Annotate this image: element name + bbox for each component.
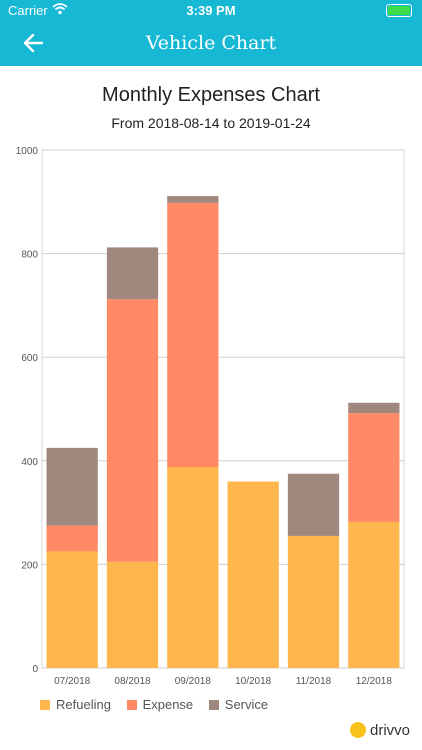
chart-title: Monthly Expenses Chart [102, 84, 320, 106]
clock-time: 3:39 PM [186, 3, 236, 18]
x-tick-label: 10/2018 [235, 676, 272, 687]
brand-watermark: drivvo [349, 722, 410, 739]
legend-label: Expense [142, 697, 194, 712]
back-arrow-icon[interactable] [20, 30, 48, 56]
y-tick-label: 200 [21, 560, 38, 571]
battery-icon [386, 4, 412, 17]
brand-name: drivvo [369, 722, 410, 739]
legend-swatch-service [208, 699, 219, 710]
legend-swatch-refueling [40, 699, 50, 710]
y-tick-label: 1000 [16, 146, 39, 157]
bar-service-12-2018 [348, 402, 400, 414]
bar-expense-08-2018 [106, 299, 159, 562]
x-tick-label: 12/2018 [356, 676, 393, 687]
bar-expense-12-2018 [348, 413, 400, 522]
bar-service-11-2018 [287, 473, 340, 536]
bar-service-07-2018 [46, 447, 98, 526]
carrier-label: Carrier [8, 3, 48, 18]
x-tick-label: 09/2018 [175, 676, 212, 687]
legend-label: Refueling [56, 697, 111, 712]
x-tick-label: 07/2018 [54, 676, 91, 687]
legend-item-service: Service [208, 697, 269, 712]
bar-refueling-08-2018 [106, 561, 159, 668]
bar-expense-09-2018 [167, 202, 219, 468]
legend-item-expense: Expense [126, 697, 194, 712]
bar-refueling-10-2018 [227, 481, 279, 668]
drivvo-logo-icon [349, 722, 366, 739]
bar-service-08-2018 [106, 247, 159, 300]
x-tick-label: 08/2018 [114, 676, 151, 687]
chart-subtitle: From 2018-08-14 to 2019-01-24 [111, 115, 311, 131]
legend-label: Service [224, 697, 269, 712]
y-tick-label: 800 [21, 250, 38, 261]
nav-bar: Vehicle Chart [0, 20, 422, 66]
y-tick-label: 0 [32, 664, 38, 675]
x-tick-label: 11/2018 [296, 676, 332, 687]
expenses-bar-chart: 0 200 400 600 800 1000 07/2018 08/2018 09/2018 10… [16, 146, 405, 687]
legend-swatch-expense [126, 699, 137, 710]
bar-service-09-2018 [167, 196, 219, 203]
bar-refueling-07-2018 [46, 551, 98, 668]
y-tick-label: 400 [21, 457, 38, 468]
bar-refueling-09-2018 [167, 467, 219, 668]
bar-refueling-12-2018 [348, 521, 400, 668]
chart-legend: Refueling Expense Service [40, 697, 280, 712]
bar-expense-07-2018 [46, 525, 98, 552]
y-tick-label: 600 [21, 353, 38, 364]
wifi-icon [52, 3, 68, 18]
status-bar: Carrier 3:39 PM [0, 0, 422, 20]
legend-item-refueling: Refueling [40, 697, 111, 712]
page-title: Vehicle Chart [145, 32, 277, 54]
bar-refueling-11-2018 [287, 535, 340, 668]
